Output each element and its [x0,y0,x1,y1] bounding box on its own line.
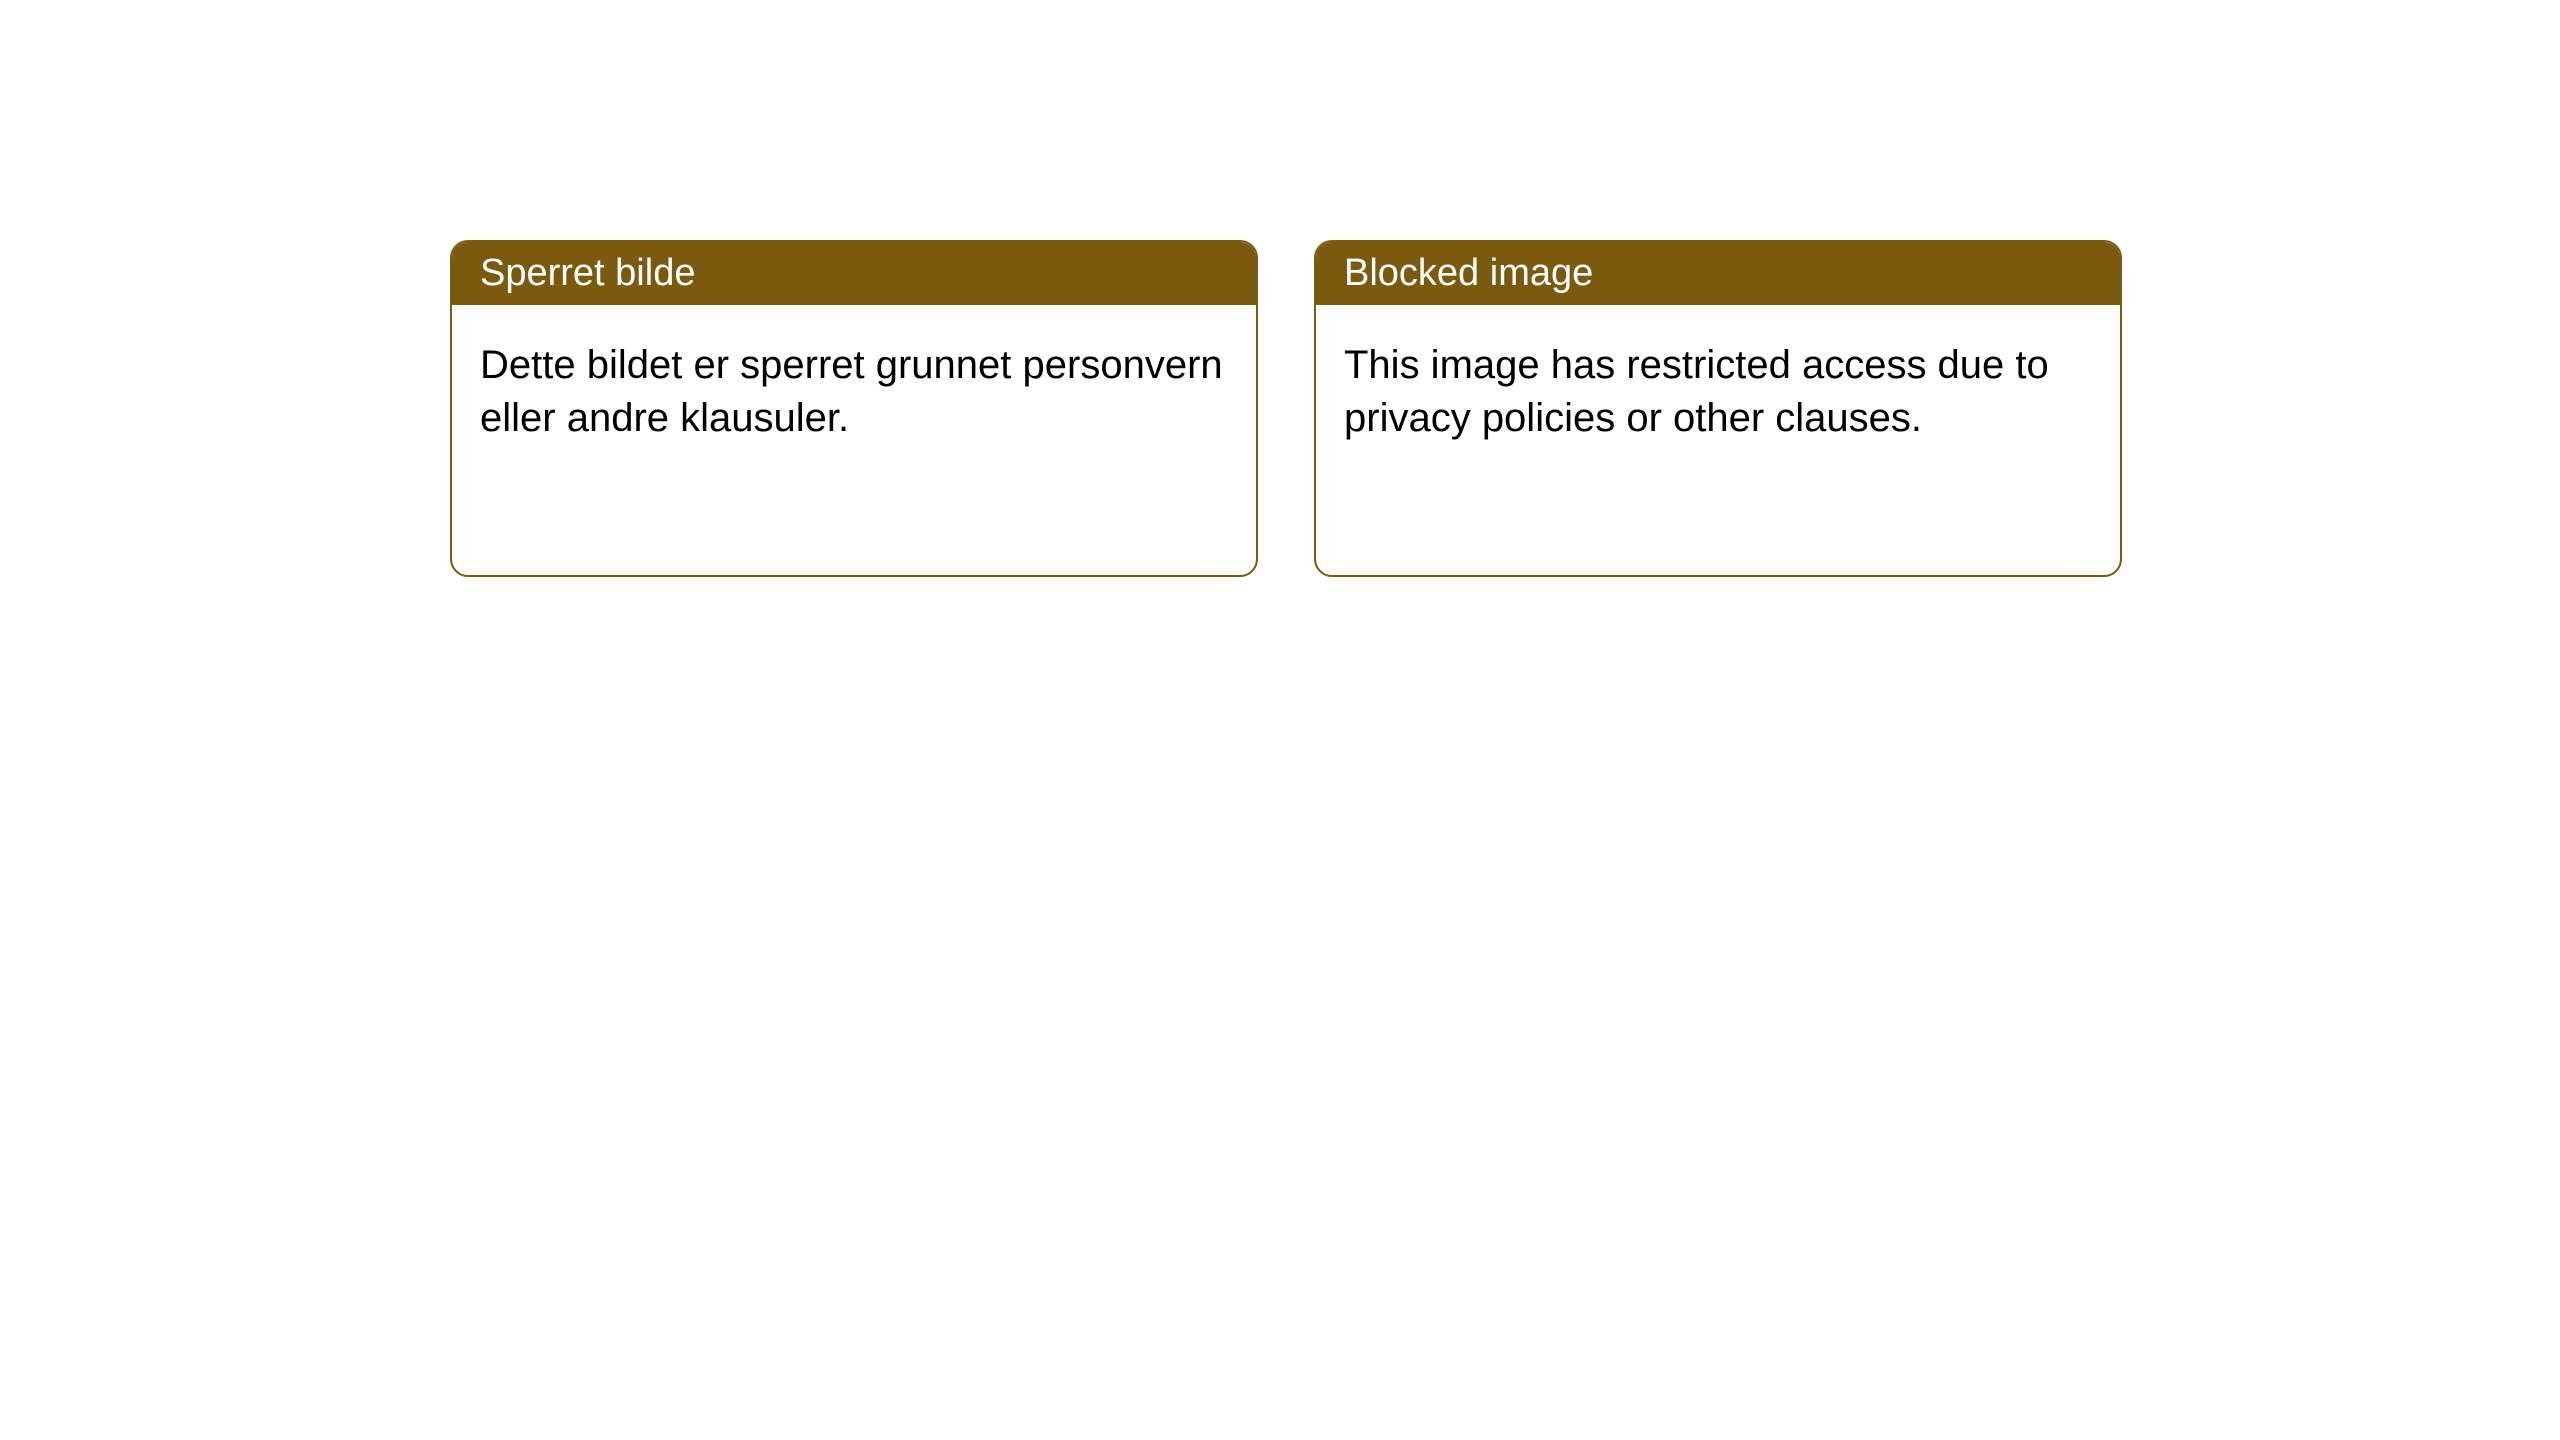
notice-header-english: Blocked image [1316,242,2120,305]
notice-body-english: This image has restricted access due to … [1316,305,2120,575]
notice-card-norwegian: Sperret bilde Dette bildet er sperret gr… [450,240,1258,577]
notice-container: Sperret bilde Dette bildet er sperret gr… [450,240,2122,577]
notice-body-norwegian: Dette bildet er sperret grunnet personve… [452,305,1256,575]
notice-header-norwegian: Sperret bilde [452,242,1256,305]
notice-card-english: Blocked image This image has restricted … [1314,240,2122,577]
